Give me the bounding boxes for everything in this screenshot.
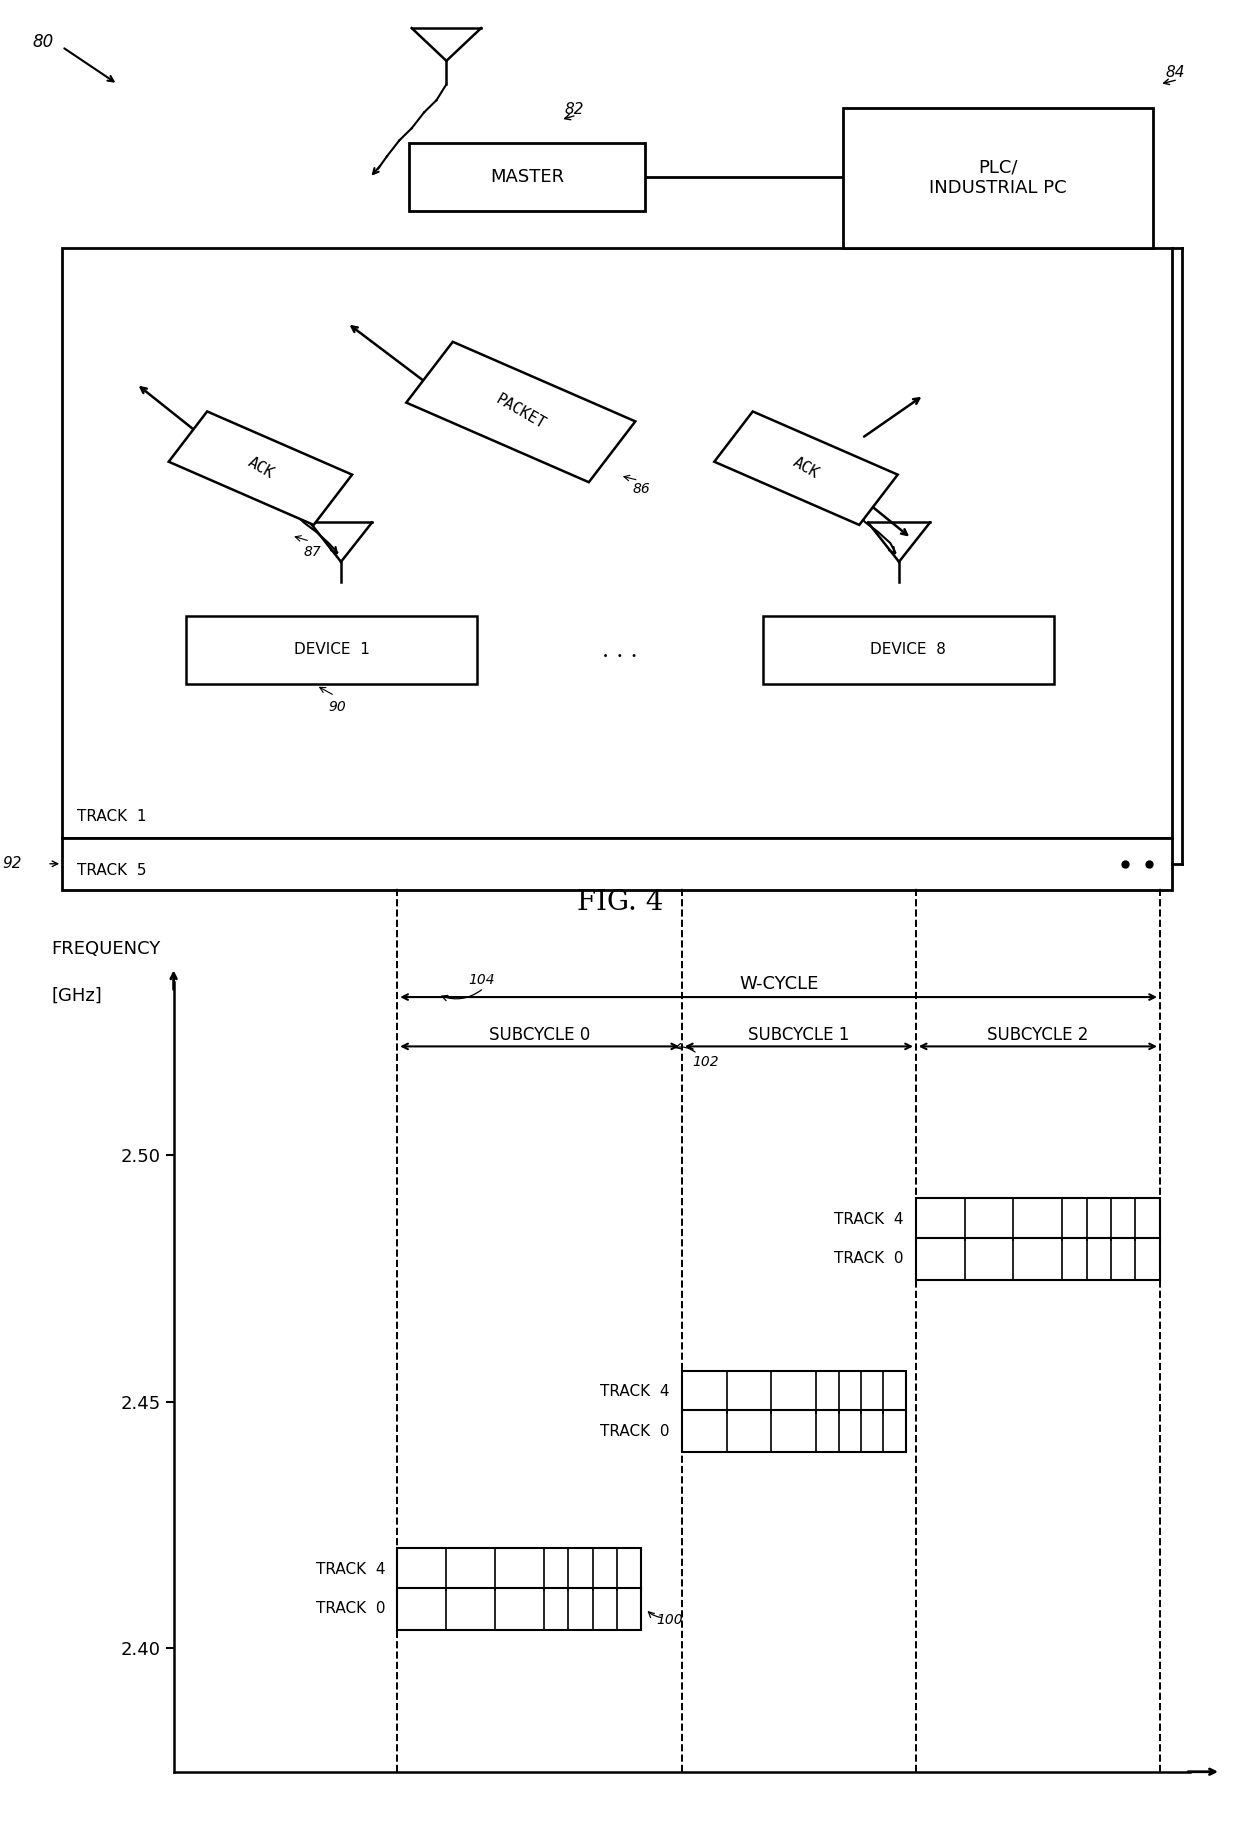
- Text: TRACK  0: TRACK 0: [600, 1423, 670, 1439]
- Text: MASTER: MASTER: [490, 167, 564, 185]
- Text: 90: 90: [329, 700, 346, 714]
- Bar: [397, 1588, 641, 1630]
- Text: TRACK  4: TRACK 4: [835, 1212, 904, 1226]
- Text: PACKET: PACKET: [494, 391, 548, 431]
- Bar: [409, 143, 645, 211]
- Bar: [763, 617, 1054, 683]
- FancyBboxPatch shape: [714, 411, 898, 525]
- Bar: [186, 617, 477, 683]
- Text: W-CYCLE: W-CYCLE: [739, 975, 818, 993]
- Text: SUBCYCLE 2: SUBCYCLE 2: [987, 1026, 1089, 1045]
- Text: 84: 84: [1166, 64, 1185, 79]
- Bar: [397, 1548, 641, 1590]
- Text: TRACK  1: TRACK 1: [77, 810, 146, 824]
- Text: 102: 102: [692, 1056, 719, 1069]
- Text: 104: 104: [469, 973, 495, 988]
- Text: PLC/
INDUSTRIAL PC: PLC/ INDUSTRIAL PC: [930, 158, 1066, 196]
- Bar: [843, 108, 1153, 248]
- Bar: [682, 1410, 905, 1452]
- Text: ACK: ACK: [244, 455, 277, 481]
- Text: 87: 87: [304, 545, 321, 558]
- Text: SUBCYCLE 0: SUBCYCLE 0: [489, 1026, 590, 1045]
- Text: FIG. 4: FIG. 4: [577, 889, 663, 916]
- Text: 86: 86: [632, 483, 650, 496]
- Text: ACK: ACK: [790, 455, 822, 481]
- Text: TRACK  0: TRACK 0: [316, 1601, 386, 1616]
- Text: DEVICE  8: DEVICE 8: [870, 643, 946, 657]
- Text: TRACK  4: TRACK 4: [316, 1562, 386, 1577]
- FancyBboxPatch shape: [407, 341, 635, 483]
- Text: TRACK  5: TRACK 5: [77, 863, 146, 878]
- FancyBboxPatch shape: [169, 411, 352, 525]
- Bar: [916, 1199, 1159, 1239]
- Text: TRACK  0: TRACK 0: [835, 1250, 904, 1267]
- Text: FREQUENCY: FREQUENCY: [52, 940, 161, 958]
- Text: 82: 82: [564, 103, 584, 118]
- Bar: [916, 1237, 1159, 1280]
- Text: 80: 80: [32, 33, 55, 51]
- Text: [GHz]: [GHz]: [52, 988, 103, 1004]
- Text: 92: 92: [2, 856, 22, 872]
- Bar: [682, 1371, 905, 1412]
- Text: TRACK  4: TRACK 4: [600, 1384, 670, 1399]
- Text: SUBCYCLE 1: SUBCYCLE 1: [748, 1026, 849, 1045]
- Bar: [62, 248, 1172, 837]
- Text: 100: 100: [657, 1612, 683, 1627]
- Text: DEVICE  1: DEVICE 1: [294, 643, 370, 657]
- Bar: [62, 837, 1172, 889]
- Text: . . .: . . .: [603, 639, 637, 661]
